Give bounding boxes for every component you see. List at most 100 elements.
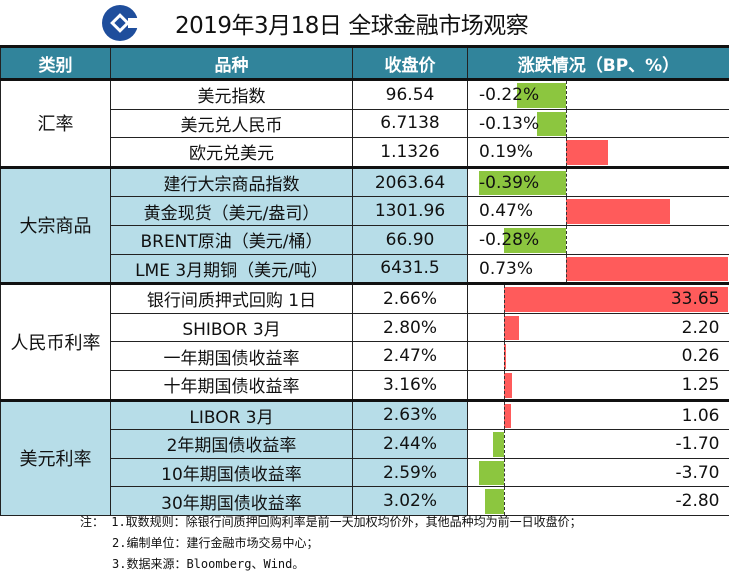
- change-cell: 0.26: [467, 341, 729, 371]
- change-bar: [492, 432, 504, 457]
- close-cell: 66.90: [352, 224, 468, 255]
- table-row: LME 3月期铜（美元/吨） 6431.5 0.73%: [1, 253, 729, 285]
- close-cell: 96.54: [352, 79, 468, 110]
- market-table: 类别 品种 收盘价 涨跌情况（BP、%） 汇率 美元指数 96.54 -0.22% 美…: [0, 45, 729, 516]
- change-cell: 1.06: [467, 398, 729, 431]
- change-label: -3.70: [675, 462, 720, 483]
- change-bar: [504, 315, 519, 341]
- category-cell: 美元利率: [0, 398, 111, 516]
- zero-axis: [566, 110, 567, 137]
- variety-cell: BRENT原油（美元/桶）: [110, 224, 353, 255]
- change-cell: 2.20: [467, 312, 729, 343]
- change-label: 0.47%: [479, 201, 534, 222]
- change-cell: -3.70: [467, 457, 729, 488]
- change-bar: [566, 256, 729, 282]
- note-3: 3.数据来源：Bloomberg、Wind。: [112, 557, 305, 571]
- variety-cell: 十年期国债收益率: [110, 369, 353, 401]
- note-1: 注： 1.取数规则：除银行间质押回购利率是前一天加权均价外，其他品种均为前一日收…: [80, 515, 582, 529]
- zero-axis: [504, 459, 505, 486]
- close-cell: 2.47%: [352, 341, 468, 371]
- variety-cell: 欧元兑美元: [110, 137, 353, 168]
- change-bar: [485, 489, 504, 514]
- variety-cell: LME 3月期铜（美元/吨）: [110, 253, 353, 285]
- table-row: SHIBOR 3月 2.80% 2.20: [1, 312, 729, 343]
- change-cell: -0.22%: [467, 79, 729, 110]
- close-cell: 6.7138: [352, 108, 468, 139]
- change-cell: 1.25: [467, 369, 729, 401]
- variety-cell: LIBOR 3月: [110, 398, 353, 431]
- table-row: 汇率 美元指数 96.54 -0.22%: [0, 79, 729, 168]
- change-label: 2.20: [681, 317, 720, 338]
- table-row: 30年期国债收益率 3.02% -2.80: [1, 486, 729, 516]
- zero-axis: [504, 371, 505, 399]
- note-2: 2.编制单位：建行金融市场交易中心；: [112, 536, 319, 550]
- change-label: -0.13%: [479, 113, 540, 134]
- close-cell: 2.80%: [352, 312, 468, 343]
- header-close: 收盘价: [352, 45, 468, 81]
- table-row: 十年期国债收益率 3.16% 1.25: [1, 369, 729, 401]
- table-row: 美元利率 LIBOR 3月 2.63% 1.06: [0, 398, 729, 516]
- variety-cell: 建行大宗商品指数: [110, 165, 353, 198]
- close-cell: 3.02%: [352, 486, 468, 516]
- zero-axis: [504, 342, 505, 370]
- close-cell: 2.44%: [352, 429, 468, 459]
- change-label: -0.28%: [479, 229, 540, 250]
- table-row: 美元兑人民币 6.7138 -0.13%: [1, 108, 729, 139]
- variety-cell: 黄金现货（美元/盎司）: [110, 196, 353, 226]
- change-bar: [504, 372, 513, 398]
- page-title: 2019年3月18日 全球金融市场观察: [175, 13, 529, 39]
- header-row: 类别 品种 收盘价 涨跌情况（BP、%）: [0, 45, 729, 81]
- change-label: -0.22%: [479, 85, 540, 105]
- table-row: 大宗商品 建行大宗商品指数 2063.64 -0.39%: [0, 165, 729, 285]
- change-bar: [479, 170, 566, 196]
- variety-cell: 2年期国债收益率: [110, 429, 353, 459]
- change-label: 1.25: [681, 374, 720, 395]
- change-label: 0.26: [681, 346, 720, 367]
- close-cell: 2.66%: [352, 282, 468, 314]
- table-row: 黄金现货（美元/盎司） 1301.96 0.47%: [1, 196, 729, 226]
- ccb-logo-icon: [102, 5, 140, 41]
- change-cell: -0.13%: [467, 108, 729, 139]
- change-cell: 33.65: [467, 282, 729, 314]
- change-bar: [503, 227, 566, 253]
- change-cell: -1.70: [467, 429, 729, 459]
- header-change: 涨跌情况（BP、%）: [467, 45, 729, 81]
- variety-cell: 10年期国债收益率: [110, 457, 353, 488]
- zero-axis: [566, 170, 567, 196]
- change-cell: -0.28%: [467, 224, 729, 255]
- footnotes: 注： 1.取数规则：除银行间质押回购利率是前一天加权均价外，其他品种均为前一日收…: [80, 512, 582, 571]
- close-cell: 1.1326: [352, 137, 468, 168]
- change-label: 1.06: [681, 405, 720, 426]
- category-cell: 大宗商品: [0, 165, 111, 285]
- close-cell: 2.63%: [352, 398, 468, 431]
- change-bar: [566, 199, 671, 224]
- table-row: 欧元兑美元 1.1326 0.19%: [1, 137, 729, 168]
- change-cell: 0.47%: [467, 196, 729, 226]
- variety-cell: 银行间质押式回购 1日: [110, 282, 353, 314]
- variety-cell: 美元兑人民币: [110, 108, 353, 139]
- header-category: 类别: [0, 45, 111, 81]
- table-row: 一年期国债收益率 2.47% 0.26: [1, 341, 729, 371]
- change-cell: -2.80: [467, 486, 729, 516]
- zero-axis: [566, 226, 567, 254]
- zero-axis: [504, 430, 505, 458]
- change-bar: [517, 83, 566, 108]
- header-variety: 品种: [110, 45, 353, 81]
- table-row: 人民币利率 银行间质押式回购 1日 2.66% 33.65: [0, 282, 729, 401]
- close-cell: 2.59%: [352, 457, 468, 488]
- change-label: 33.65: [670, 289, 720, 310]
- table-row: BRENT原油（美元/桶） 66.90 -0.28%: [1, 224, 729, 255]
- change-cell: 0.73%: [467, 253, 729, 285]
- change-bar: [479, 460, 504, 486]
- change-bar: [537, 111, 566, 137]
- zero-axis: [504, 286, 505, 313]
- variety-cell: 一年期国债收益率: [110, 341, 353, 371]
- category-cell: 人民币利率: [0, 282, 111, 401]
- close-cell: 2063.64: [352, 165, 468, 198]
- change-label: 0.19%: [479, 142, 534, 163]
- change-bar: [566, 140, 609, 165]
- change-bar: [504, 403, 512, 429]
- table-row: 10年期国债收益率 2.59% -3.70: [1, 457, 729, 488]
- variety-cell: SHIBOR 3月: [110, 312, 353, 343]
